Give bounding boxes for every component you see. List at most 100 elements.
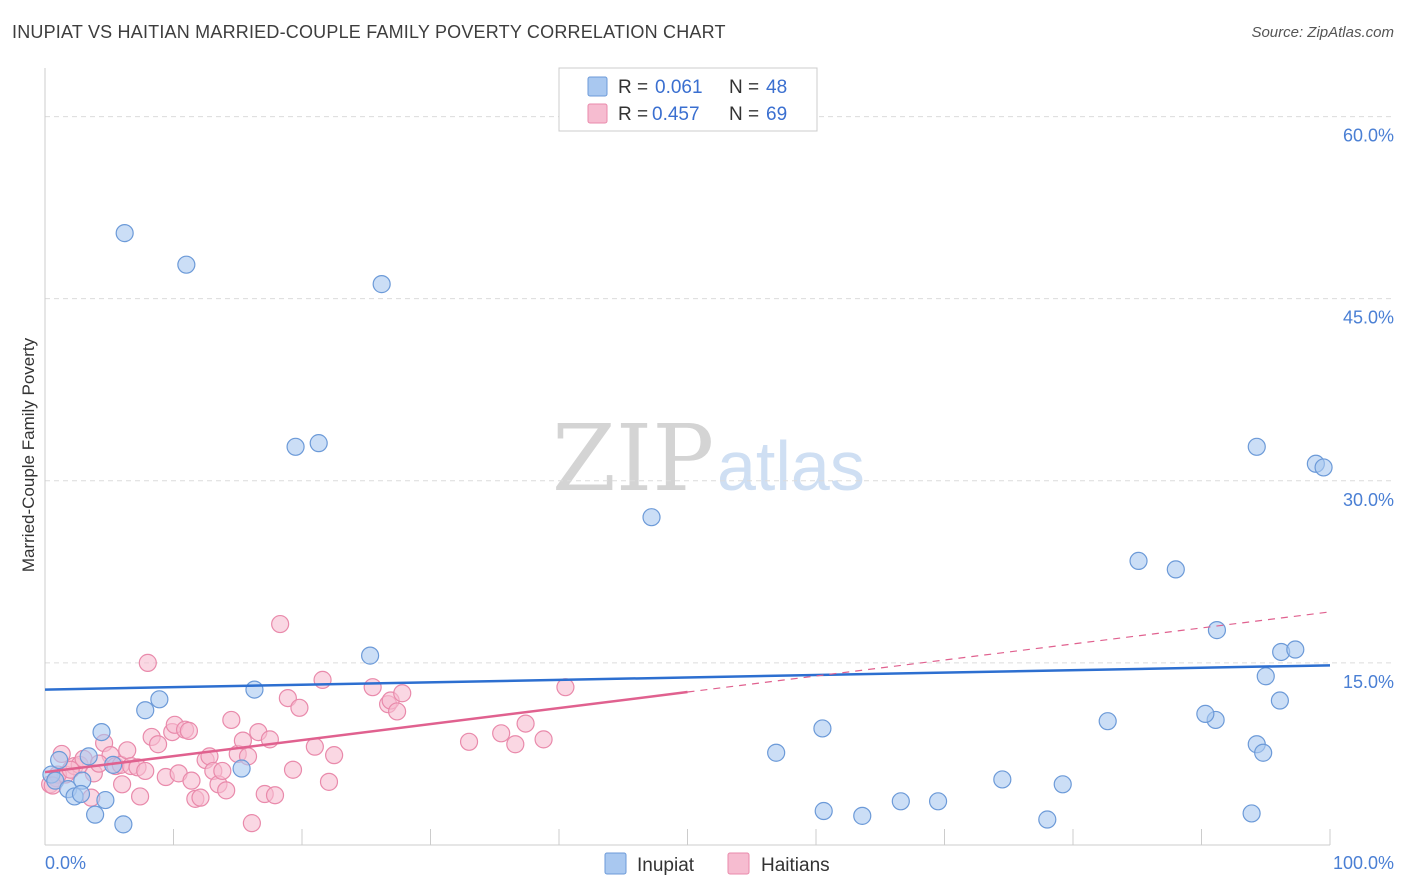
haitians-point-47: [278, 688, 297, 708]
haitians-point-57: [387, 702, 407, 721]
inupiat-point-45: [814, 801, 833, 821]
watermark-atlas: atlas: [717, 427, 865, 505]
inupiat-point-10: [92, 722, 111, 742]
x-tick-label-max: 100.0%: [1333, 853, 1394, 873]
y-tick-label-0: 15.0%: [1343, 672, 1394, 692]
haitians-point-30: [191, 788, 210, 807]
legend-n-label-haitians: N =: [729, 104, 759, 125]
haitians-point-46: [271, 614, 290, 634]
haitians-point-53: [325, 746, 344, 765]
legend-r-value-inupiat: 0.061: [655, 77, 703, 98]
watermark-zip: ZIP: [552, 405, 714, 512]
y-tick-label-1: 30.0%: [1343, 490, 1394, 510]
inupiat-point-23: [50, 750, 69, 770]
haitians-point-61: [506, 735, 525, 754]
haitians-point-62: [516, 714, 535, 733]
haitians-point-41: [242, 814, 261, 833]
haitians-point-48: [283, 760, 303, 779]
haitians-point-35: [213, 761, 232, 781]
haitians-series: [41, 614, 575, 833]
legend-n-value-haitians: 69: [766, 104, 787, 125]
inupiat-point-22: [114, 815, 133, 834]
inupiat-point-28: [1166, 560, 1185, 579]
haitians-trend-line-extrapolated: [687, 611, 1331, 693]
inupiat-point-26: [1314, 458, 1333, 477]
haitians-point-13: [112, 775, 132, 794]
haitians-point-63: [534, 730, 553, 749]
haitians-point-59: [459, 732, 479, 751]
chart-title: INUPIAT VS HAITIAN MARRIED-COUPLE FAMILY…: [12, 22, 726, 42]
inupiat-point-3: [286, 437, 305, 456]
inupiat-point-32: [1256, 667, 1275, 686]
haitians-point-27: [179, 721, 199, 740]
bottom-legend-inupiat: Inupiat: [637, 855, 695, 876]
legend-swatch-haitians: [587, 103, 608, 124]
inupiat-point-47: [1038, 810, 1057, 829]
inupiat-point-29: [1207, 621, 1227, 640]
inupiat-point-48: [1242, 804, 1261, 823]
inupiat-point-20: [96, 790, 115, 810]
bottom-legend-swatch-haitians: [727, 852, 750, 875]
y-tick-label-3: 60.0%: [1343, 126, 1394, 146]
legend-r-label-haitians: R =: [618, 104, 648, 125]
haitians-point-37: [222, 710, 241, 730]
gridlines: [45, 116, 1394, 664]
inupiat-point-42: [1053, 775, 1072, 794]
haitians-point-58: [393, 684, 412, 703]
haitians-point-64: [556, 678, 575, 697]
y-tick-label-2: 45.0%: [1343, 308, 1394, 328]
haitians-point-36: [217, 781, 236, 800]
haitians-point-14: [118, 741, 137, 760]
watermark: ZIP atlas: [552, 405, 865, 512]
legend-n-label-inupiat: N =: [729, 77, 759, 98]
inupiat-point-19: [71, 784, 91, 804]
inupiat-point-11: [79, 747, 98, 766]
inupiat-point-38: [1254, 743, 1273, 762]
inupiat-point-27: [1129, 551, 1148, 571]
x-tick-label-min: 0.0%: [45, 853, 86, 873]
haitians-point-28: [182, 771, 201, 790]
inupiat-point-5: [642, 508, 661, 527]
x-ticks: [44, 829, 1331, 845]
inupiat-point-0: [115, 224, 134, 243]
series-legend: Inupiat Haitians: [604, 852, 830, 876]
inupiat-point-36: [1098, 712, 1117, 731]
inupiat-series: [42, 224, 1333, 834]
inupiat-point-7: [245, 680, 264, 699]
haitians-point-52: [319, 772, 339, 791]
haitians-point-60: [492, 724, 511, 743]
haitians-point-50: [305, 737, 324, 756]
haitians-point-19: [138, 653, 157, 672]
inupiat-point-31: [1286, 640, 1305, 659]
inupiat-point-8: [150, 690, 169, 709]
correlation-legend: R = 0.061 N = 48 R = 0.457 N = 69: [558, 67, 818, 132]
bottom-legend-swatch-inupiat: [604, 852, 627, 875]
inupiat-point-9: [136, 701, 155, 720]
haitians-point-18: [136, 761, 155, 781]
inupiat-point-39: [767, 743, 786, 762]
legend-r-value-haitians: 0.457: [652, 104, 700, 125]
legend-r-label-inupiat: R =: [618, 77, 648, 98]
inupiat-point-2: [372, 275, 391, 294]
haitians-point-17: [130, 787, 150, 806]
haitians-point-49: [290, 698, 309, 717]
legend-n-value-inupiat: 48: [766, 77, 787, 98]
inupiat-point-41: [993, 770, 1012, 789]
inupiat-point-6: [361, 646, 380, 665]
legend-swatch-inupiat: [587, 76, 608, 97]
haitians-point-45: [265, 786, 285, 805]
inupiat-point-16: [46, 771, 65, 790]
inupiat-point-46: [853, 806, 872, 825]
haitians-point-54: [363, 678, 382, 697]
bottom-legend-haitians: Haitians: [761, 855, 830, 876]
y-tick-labels: 15.0% 30.0% 45.0% 60.0%: [1343, 126, 1394, 692]
inupiat-point-44: [928, 792, 948, 811]
inupiat-point-13: [232, 759, 251, 778]
inupiat-point-1: [177, 255, 196, 274]
haitians-trend-line: [44, 690, 688, 774]
inupiat-point-33: [1270, 691, 1289, 710]
y-axis-title: Married-Couple Family Poverty: [19, 337, 38, 572]
inupiat-trend-line: [44, 664, 1331, 691]
inupiat-point-21: [86, 805, 105, 824]
